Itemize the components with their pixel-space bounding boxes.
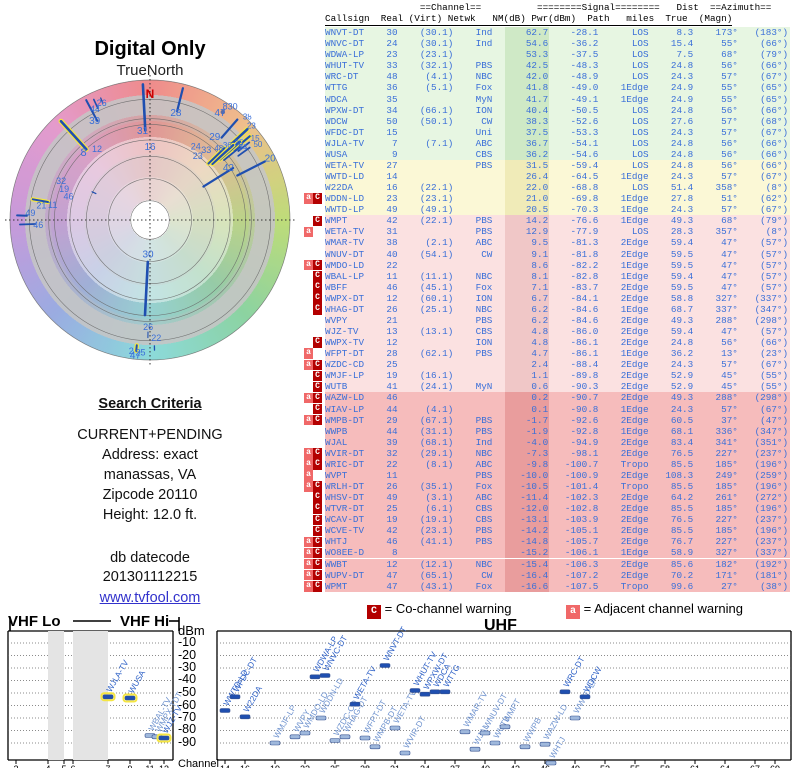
svg-text:WETA-TV: WETA-TV: [351, 664, 378, 701]
svg-text:WVIR-DT: WVIR-DT: [401, 714, 427, 750]
svg-text:WAZW-LD: WAZW-LD: [541, 702, 569, 741]
svg-text:WETA-TV: WETA-TV: [391, 688, 418, 725]
svg-text:WUSA: WUSA: [126, 668, 147, 695]
svg-text:WRC-DT: WRC-DT: [561, 655, 586, 689]
svg-text:W22DA: W22DA: [241, 684, 264, 714]
svg-text:WWPB: WWPB: [521, 715, 543, 744]
svg-text:WNVT-DT: WNVT-DT: [381, 625, 409, 663]
